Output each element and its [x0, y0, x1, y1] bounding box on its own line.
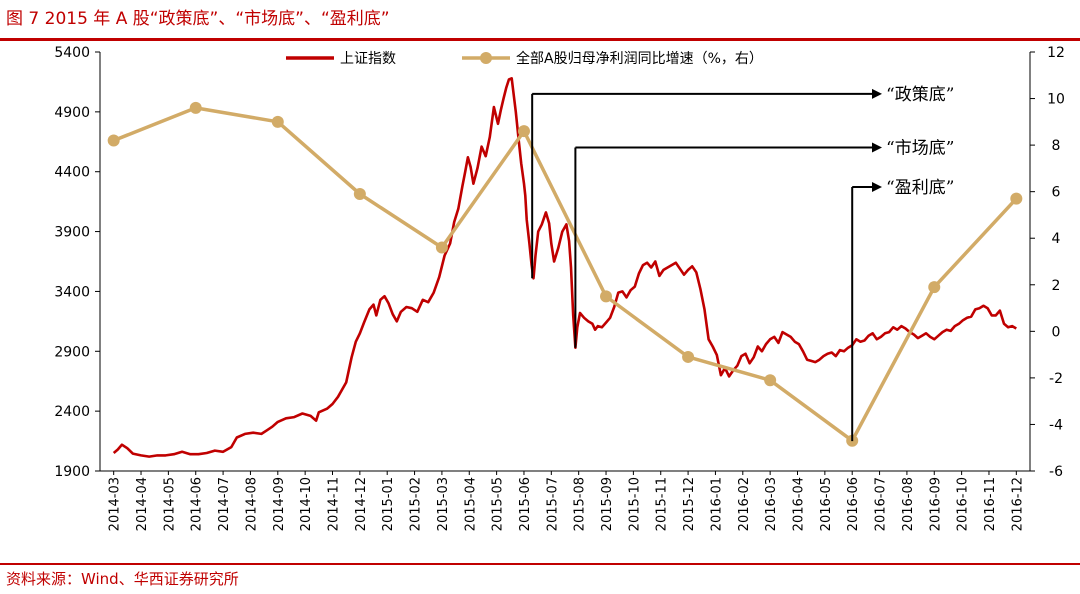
right-tick-label: -2: [1049, 371, 1063, 387]
legend-marker-profit: [480, 52, 492, 64]
x-tick-label: 2014-04: [135, 477, 150, 531]
x-tick-label: 2014-10: [299, 477, 314, 531]
profit-point: [271, 115, 284, 128]
annotation-label: “政策底”: [886, 85, 954, 105]
left-tick-label: 2400: [54, 404, 90, 420]
left-tick-label: 5400: [54, 45, 90, 61]
x-tick-label: 2014-06: [190, 477, 205, 531]
x-tick-label: 2016-05: [819, 477, 834, 531]
annotation-arrowhead: [872, 182, 882, 193]
figure-title: 图 7 2015 年 A 股“政策底”、“市场底”、“盈利底”: [6, 9, 390, 29]
profit-line: [113, 106, 1018, 443]
bottom-divider: [0, 563, 1080, 565]
x-tick-label: 2015-02: [409, 477, 424, 531]
index-line: [112, 77, 1017, 458]
x-tick-label: 2016-11: [983, 477, 998, 531]
x-tick-label: 2014-09: [272, 477, 287, 531]
x-tick-label: 2015-03: [436, 477, 451, 531]
series-profit-growth: [107, 101, 1023, 447]
source-note: 资料来源：Wind、华西证券研究所: [6, 570, 239, 588]
series-shanghai-index: [112, 77, 1017, 458]
top-divider: [0, 38, 1080, 41]
right-tick-label: 0: [1052, 324, 1061, 340]
profit-point: [353, 187, 366, 200]
right-tick-label: 10: [1047, 92, 1065, 108]
left-tick-label: 4900: [54, 105, 90, 121]
legend-label-profit: 全部A股归母净利润同比增速（%，右）: [516, 50, 763, 67]
right-tick-label: -4: [1049, 417, 1063, 433]
x-tick-label: 2014-07: [217, 477, 232, 531]
annotation-arrowhead: [872, 142, 882, 153]
left-tick-label: 3400: [54, 284, 90, 300]
profit-point: [107, 134, 120, 147]
annotation-label: “市场底”: [886, 138, 954, 158]
legend-label-index: 上证指数: [340, 51, 396, 67]
legend: 上证指数 全部A股归母净利润同比增速（%，右）: [286, 50, 763, 67]
x-tick-label: 2015-11: [655, 477, 670, 531]
x-tick-label: 2016-07: [874, 477, 889, 531]
x-tick-label: 2016-01: [709, 477, 724, 531]
x-tick-label: 2014-03: [108, 477, 123, 531]
x-tick-label: 2016-02: [737, 477, 752, 531]
x-tick-label: 2016-12: [1010, 477, 1025, 531]
x-tick-label: 2015-07: [545, 477, 560, 531]
right-tick-label: 4: [1052, 231, 1061, 247]
right-tick-label: 2: [1052, 278, 1061, 294]
annotation-arrowhead: [872, 88, 882, 99]
profit-point: [435, 241, 448, 254]
x-tick-label: 2016-08: [901, 477, 916, 531]
x-tick-label: 2015-05: [491, 477, 506, 531]
annotation-label: “盈利底”: [886, 178, 954, 198]
right-tick-label: -6: [1049, 464, 1063, 480]
x-tick-label: 2015-09: [600, 477, 615, 531]
x-tick-label: 2016-09: [928, 477, 943, 531]
x-tick-label: 2015-08: [573, 477, 588, 531]
axes: 1900 2400 2900 3400 3900 4400 4900 5400 -6 -4 -2 0 2…: [54, 45, 1065, 531]
profit-point: [189, 101, 202, 114]
x-tick-label: 2016-06: [846, 477, 861, 531]
left-tick-label: 3900: [54, 225, 90, 241]
x-tick-label: 2016-03: [764, 477, 779, 531]
x-tick-label: 2015-04: [463, 477, 478, 531]
profit-point: [600, 290, 613, 303]
x-tick-label: 2014-05: [162, 477, 177, 531]
annotations: “政策底” “市场底” “盈利底”: [531, 85, 954, 442]
x-tick-label: 2015-06: [518, 477, 533, 531]
x-tick-label: 2016-10: [956, 477, 971, 531]
x-tick-label: 2014-12: [354, 477, 369, 531]
x-tick-label: 2014-08: [244, 477, 259, 531]
x-tick-label: 2015-12: [682, 477, 697, 531]
x-tick-label: 2016-04: [792, 477, 807, 531]
right-tick-label: 8: [1052, 138, 1061, 154]
right-tick-label: 6: [1052, 185, 1061, 201]
x-tick-label: 2014-11: [327, 477, 342, 531]
profit-point: [682, 350, 695, 363]
profit-point: [517, 125, 530, 138]
profit-point: [1010, 192, 1023, 205]
right-tick-label: 12: [1047, 45, 1065, 61]
profit-point: [928, 281, 941, 294]
left-tick-label: 1900: [54, 464, 90, 480]
left-tick-label: 4400: [54, 165, 90, 181]
x-tick-label: 2015-10: [627, 477, 642, 531]
left-tick-label: 2900: [54, 344, 90, 360]
profit-point: [764, 374, 777, 387]
x-tick-label: 2015-01: [381, 477, 396, 531]
